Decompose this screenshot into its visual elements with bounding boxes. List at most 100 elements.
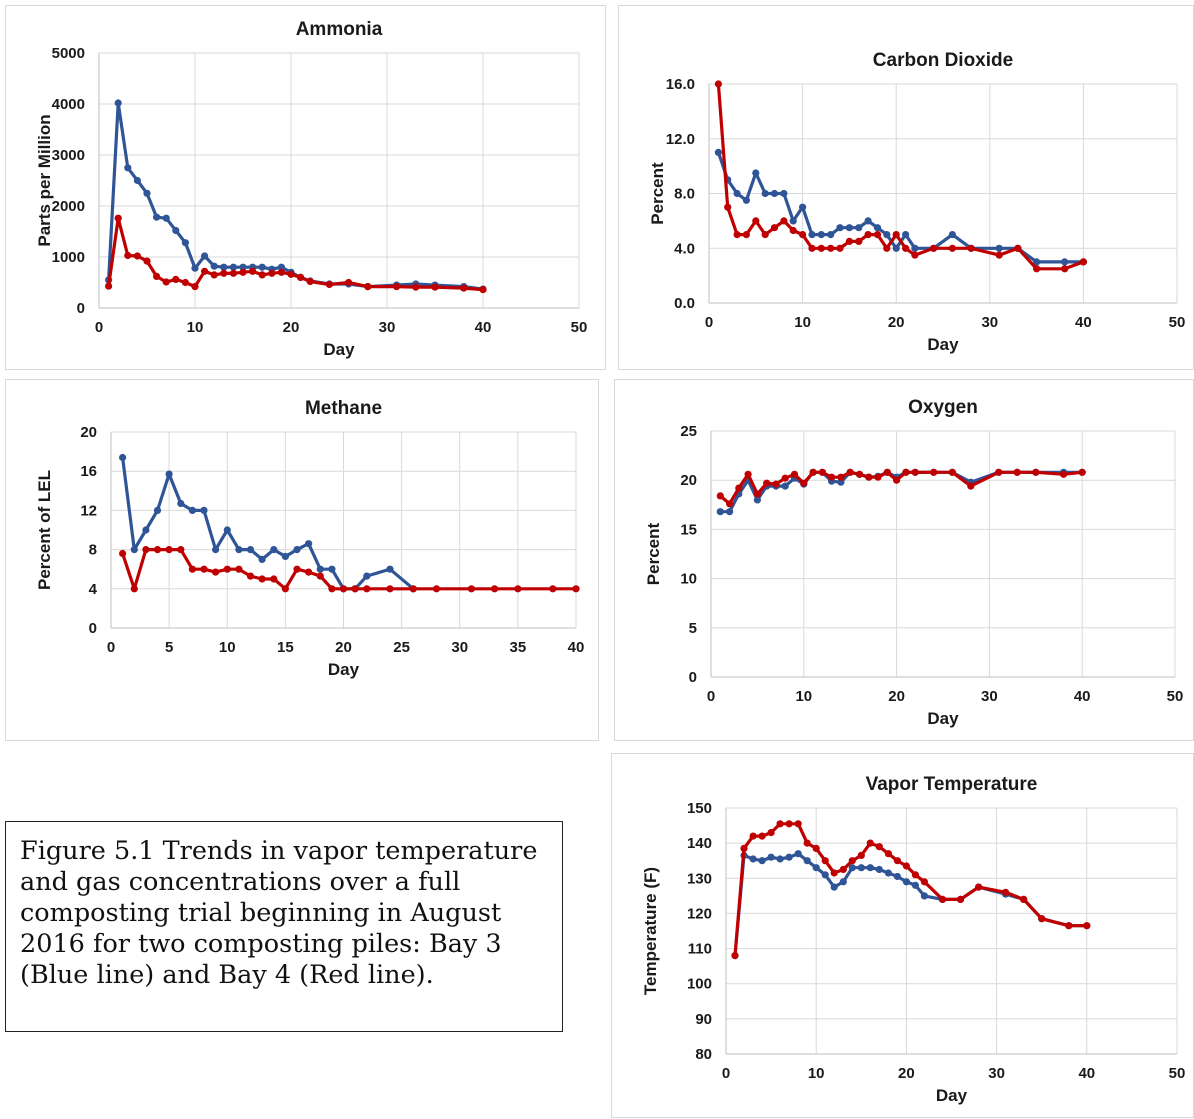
data-point-bay3 bbox=[845, 224, 853, 232]
x-tick-label: 50 bbox=[1169, 1065, 1186, 1082]
data-point-bay3 bbox=[305, 540, 313, 548]
y-tick-label: 0.0 bbox=[674, 295, 695, 312]
data-point-bay3 bbox=[363, 572, 371, 580]
x-tick-label: 30 bbox=[981, 688, 998, 705]
y-tick-label: 20 bbox=[680, 472, 697, 489]
x-tick-label: 50 bbox=[571, 319, 588, 336]
y-tick-label: 25 bbox=[680, 423, 697, 440]
x-tick-label: 25 bbox=[393, 639, 410, 656]
data-point-bay4 bbox=[911, 468, 919, 476]
data-point-bay4 bbox=[165, 546, 173, 554]
data-point-bay4 bbox=[781, 474, 789, 482]
data-point-bay4 bbox=[153, 546, 162, 554]
data-point-bay4 bbox=[893, 857, 901, 865]
y-axis-label: Temperature (F) bbox=[641, 867, 660, 995]
data-point-bay3 bbox=[153, 506, 162, 514]
data-point-bay4 bbox=[770, 224, 779, 232]
data-point-bay4 bbox=[386, 585, 394, 593]
data-point-bay3 bbox=[839, 878, 847, 886]
data-point-bay3 bbox=[848, 864, 856, 872]
y-tick-label: 12.0 bbox=[666, 131, 695, 148]
y-tick-label: 16.0 bbox=[666, 76, 695, 93]
y-tick-label: 0 bbox=[77, 300, 85, 317]
data-point-bay3 bbox=[767, 853, 775, 861]
data-point-bay4 bbox=[864, 231, 872, 239]
y-tick-label: 8.0 bbox=[674, 186, 695, 203]
vapor-temperature-chart: 0 10 20 30 40 50 80 90 100 110 120 130 140 150 Vapor T… bbox=[641, 774, 1186, 1105]
data-point-bay3 bbox=[200, 506, 208, 514]
data-point-bay4 bbox=[268, 269, 276, 277]
data-point-bay4 bbox=[930, 244, 938, 252]
data-point-bay4 bbox=[172, 275, 180, 283]
data-point-bay4 bbox=[938, 895, 947, 903]
data-point-bay3 bbox=[836, 224, 844, 232]
data-point-bay4 bbox=[1060, 470, 1068, 478]
data-point-bay4 bbox=[956, 895, 965, 903]
data-point-bay3 bbox=[884, 869, 892, 877]
data-point-bay4 bbox=[351, 585, 359, 593]
data-point-bay3 bbox=[789, 217, 797, 225]
data-point-bay4 bbox=[293, 565, 301, 573]
data-point-bay3 bbox=[716, 508, 724, 516]
data-point-bay3 bbox=[229, 263, 237, 271]
data-point-bay3 bbox=[258, 555, 266, 563]
data-point-bay3 bbox=[742, 196, 750, 204]
vapor-temperature-chart-panel: 0 10 20 30 40 50 80 90 100 110 120 130 140 150 Vapor T… bbox=[611, 753, 1194, 1118]
data-point-bay3 bbox=[714, 148, 722, 156]
data-point-bay4 bbox=[114, 214, 122, 222]
data-point-bay4 bbox=[758, 832, 766, 840]
data-point-bay4 bbox=[866, 839, 874, 847]
data-point-bay4 bbox=[902, 862, 910, 870]
data-point-bay4 bbox=[911, 251, 919, 259]
data-point-bay4 bbox=[277, 268, 285, 276]
data-point-bay3 bbox=[812, 864, 820, 872]
y-tick-label: 10 bbox=[680, 571, 697, 588]
data-point-bay4 bbox=[124, 251, 132, 260]
series-line-bay3 bbox=[716, 151, 1084, 264]
figure-caption: Figure 5.1 Trends in vapor temperature a… bbox=[20, 836, 538, 990]
data-point-bay4 bbox=[364, 283, 372, 291]
y-tick-label: 110 bbox=[688, 941, 712, 958]
data-point-bay3 bbox=[770, 189, 779, 198]
data-point-bay4 bbox=[817, 244, 825, 252]
ammonia-chart-panel: 0 10 20 30 40 50 0 1000 2000 3000 4000 5000 Ammonia D… bbox=[5, 5, 606, 370]
data-point-bay4 bbox=[142, 546, 150, 554]
data-point-bay3 bbox=[827, 231, 835, 239]
data-point-bay4 bbox=[105, 282, 113, 290]
data-point-bay3 bbox=[726, 508, 734, 516]
data-point-bay4 bbox=[855, 470, 864, 478]
series-line-bay3 bbox=[121, 457, 415, 591]
data-point-bay4 bbox=[752, 217, 760, 225]
x-tick-label: 30 bbox=[379, 319, 396, 336]
data-point-bay4 bbox=[837, 473, 845, 481]
data-point-bay4 bbox=[827, 244, 835, 252]
data-point-bay3 bbox=[235, 546, 243, 554]
x-tick-label: 50 bbox=[1169, 314, 1186, 331]
data-point-bay3 bbox=[239, 263, 247, 271]
x-tick-label: 20 bbox=[335, 639, 352, 656]
data-point-bay4 bbox=[235, 565, 243, 573]
x-tick-label: 10 bbox=[795, 688, 812, 705]
x-tick-label: 40 bbox=[1074, 688, 1091, 705]
data-point-bay4 bbox=[153, 272, 161, 280]
oxygen-chart-panel: 0 10 20 30 40 50 0 5 10 15 20 25 Oxygen Day Percent bbox=[614, 379, 1194, 741]
data-point-bay4 bbox=[281, 585, 289, 593]
data-point-bay3 bbox=[857, 864, 865, 872]
data-point-bay3 bbox=[752, 169, 760, 177]
y-tick-label: 5000 bbox=[52, 45, 85, 62]
data-point-bay3 bbox=[837, 478, 845, 486]
x-axis-label: Day bbox=[328, 660, 360, 679]
data-point-bay4 bbox=[363, 585, 371, 593]
data-point-bay4 bbox=[873, 231, 882, 239]
x-tick-label: 40 bbox=[568, 639, 585, 656]
data-point-bay4 bbox=[975, 883, 983, 891]
data-point-bay4 bbox=[177, 546, 185, 554]
data-point-bay4 bbox=[1033, 265, 1041, 273]
oxygen-chart: 0 10 20 30 40 50 0 5 10 15 20 25 Oxygen Day Percent bbox=[644, 397, 1183, 728]
data-point-bay4 bbox=[1002, 888, 1010, 896]
data-point-bay4 bbox=[803, 839, 811, 847]
data-point-bay4 bbox=[306, 277, 314, 286]
y-tick-label: 4.0 bbox=[674, 240, 695, 257]
data-point-bay4 bbox=[1013, 468, 1021, 476]
chart-title: Carbon Dioxide bbox=[873, 50, 1013, 71]
